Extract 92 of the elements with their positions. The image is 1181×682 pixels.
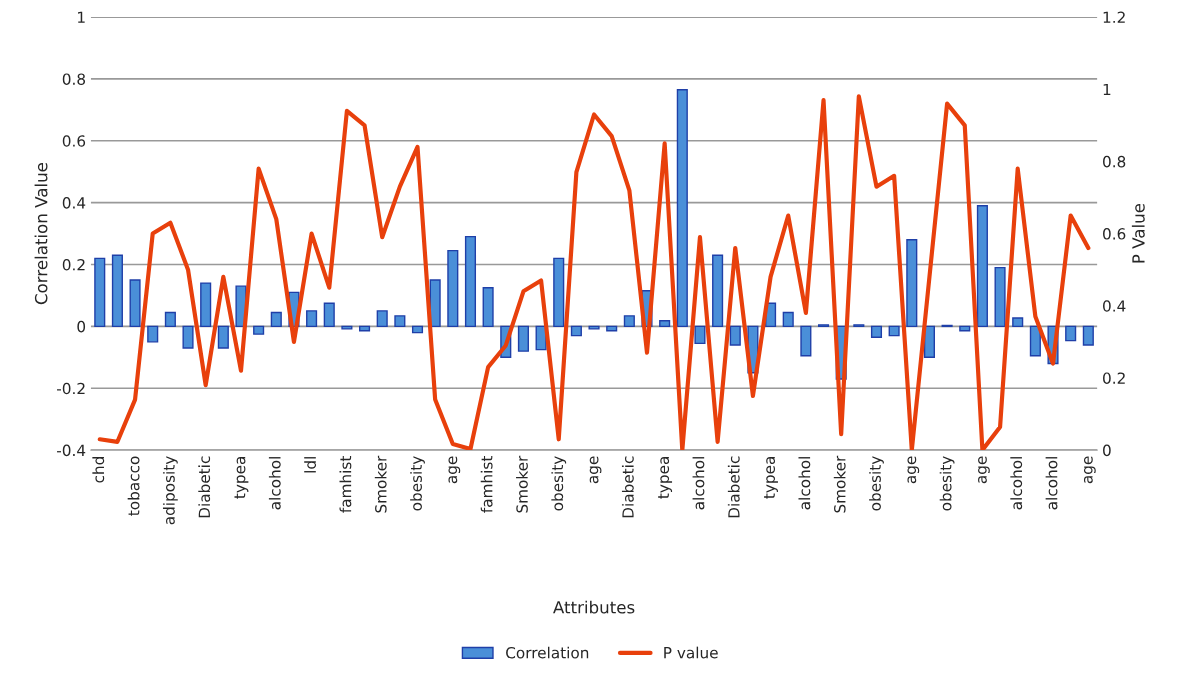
- bar: [182, 325, 194, 349]
- bar: [906, 239, 918, 328]
- x-tick-label: age: [589, 456, 602, 484]
- x-tick-label: typea: [234, 457, 249, 499]
- y2-tick-label: 0.2: [1103, 372, 1125, 384]
- bar: [888, 325, 900, 337]
- bar: [429, 279, 441, 328]
- bar: [270, 311, 282, 328]
- x-tick-label: Diabetic: [727, 456, 740, 518]
- bar: [253, 325, 265, 335]
- y2-tick-label: 0.8: [1103, 155, 1126, 168]
- x-tick-label: alcohol: [692, 457, 705, 510]
- bar: [800, 325, 812, 357]
- x-tick-label: age: [1083, 456, 1096, 484]
- y-axis-title: Correlation Value: [34, 162, 48, 305]
- bar: [164, 311, 176, 328]
- y2-axis-title: P Value: [1131, 203, 1145, 263]
- bar: [923, 325, 935, 359]
- line-series: [97, 94, 1091, 451]
- bar: [659, 320, 671, 328]
- y2-tick-label: 1: [1103, 83, 1111, 96]
- bar: [411, 325, 424, 334]
- bar: [994, 266, 1006, 328]
- x-tick-label: Smoker: [833, 455, 846, 513]
- bar: [782, 311, 794, 328]
- x-tick-label: adiposity: [162, 456, 178, 525]
- bar: [217, 325, 229, 349]
- x-tick-label: age: [978, 456, 990, 484]
- y-tick-label: -0.2: [57, 382, 85, 395]
- bar: [870, 325, 883, 338]
- y-tick-label: 1: [78, 11, 85, 23]
- y-tick-label: 0.4: [62, 197, 86, 209]
- bar: [623, 315, 635, 328]
- y2-tick-label: 0: [1103, 444, 1111, 457]
- x-tick-label: alcohol: [268, 457, 281, 510]
- x-tick-label: Smoker: [374, 455, 387, 513]
- x-tick-label: Diabetic: [198, 456, 211, 518]
- x-tick-label: chd: [92, 457, 105, 483]
- y-tick-label: 0: [77, 320, 86, 333]
- bar: [376, 310, 388, 328]
- x-tick-label: alcohol: [798, 457, 811, 510]
- x-tick-label: alcohol: [1045, 457, 1058, 510]
- bar: [482, 287, 494, 328]
- bar: [1065, 325, 1077, 342]
- bar: [517, 325, 529, 352]
- bar: [464, 235, 477, 328]
- x-tick-label: obesity: [410, 456, 425, 511]
- bar: [447, 249, 459, 328]
- bar: [588, 325, 600, 330]
- x-tick-label: famhist: [339, 456, 352, 513]
- bar: [111, 254, 123, 328]
- x-tick-label: obesity: [869, 456, 884, 511]
- bar: [94, 257, 106, 328]
- y2-tick-label: 1.2: [1103, 11, 1125, 23]
- bar: [976, 205, 988, 328]
- legend-label: Correlation: [506, 646, 589, 659]
- x-axis-title: Attributes: [553, 600, 635, 614]
- bar: [129, 279, 141, 328]
- bar: [570, 325, 582, 337]
- y-tick-label: -0.4: [57, 444, 86, 457]
- bar: [553, 257, 565, 328]
- y-tick-label: 0.2: [62, 258, 85, 271]
- x-tick-label: typea: [658, 457, 673, 499]
- x-tick-label: age: [448, 456, 461, 484]
- y-tick-label: 0.6: [62, 135, 86, 147]
- bar: [694, 325, 706, 345]
- y2-tick-label: 0.6: [1103, 228, 1126, 240]
- x-tick-label: alcohol: [1010, 457, 1023, 510]
- bar: [200, 282, 212, 328]
- x-tick-label: famhist: [480, 456, 493, 513]
- x-tick-label: Diabetic: [621, 456, 634, 518]
- x-tick-label: obesity: [939, 456, 955, 511]
- y-tick-label: 0.8: [62, 73, 86, 85]
- x-tick-label: obesity: [551, 456, 567, 511]
- legend-label: P value: [664, 646, 718, 659]
- bar: [306, 310, 318, 328]
- bar: [1082, 325, 1094, 346]
- bar: [1029, 325, 1041, 357]
- x-tick-label: typea: [764, 457, 778, 499]
- bar: [341, 325, 353, 330]
- bar: [729, 325, 741, 346]
- bar: [1012, 317, 1024, 328]
- x-tick-label: age: [907, 456, 920, 484]
- bar: [394, 315, 406, 328]
- bar: [712, 254, 724, 328]
- x-tick-label: tobacco: [127, 456, 140, 516]
- bar: [323, 302, 335, 328]
- x-tick-label: Smoker: [516, 455, 528, 513]
- y2-tick-label: 0.4: [1103, 300, 1126, 312]
- bar: [676, 89, 688, 328]
- x-tick-label: ldl: [304, 457, 317, 473]
- bar: [147, 325, 159, 343]
